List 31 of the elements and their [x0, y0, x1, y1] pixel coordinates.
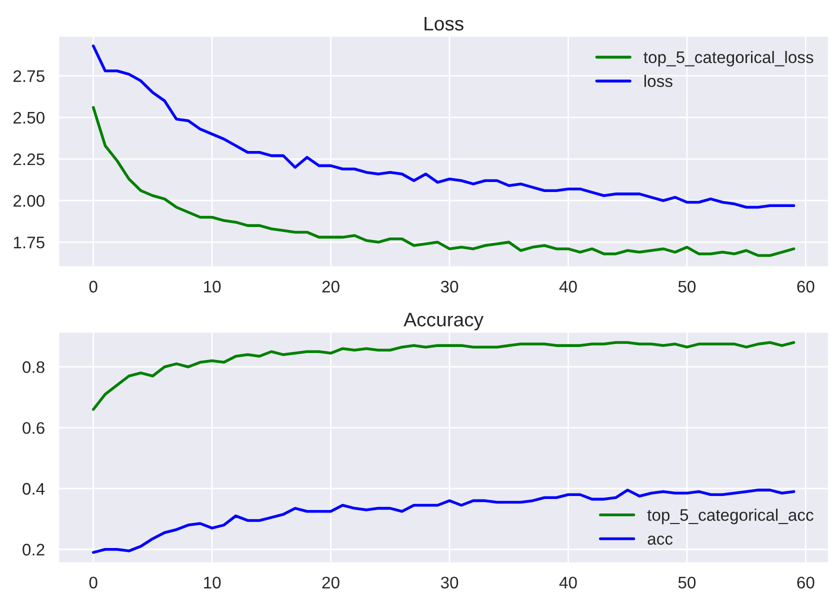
- y-tick-label: 0.8: [22, 361, 44, 374]
- legend-label: top_5_categorical_acc: [647, 508, 814, 524]
- x-tick-label: 10: [204, 280, 221, 293]
- legend-label: acc: [648, 536, 673, 545]
- y-tick-label: 1.75: [14, 236, 44, 248]
- chart-title: Accuracy: [404, 312, 484, 330]
- legend-label: loss: [644, 74, 672, 88]
- x-tick-label: 10: [204, 576, 221, 588]
- x-tick-label: 60: [797, 576, 814, 588]
- y-tick-label: 2.50: [14, 112, 44, 124]
- x-tick-label: 0: [89, 280, 98, 293]
- line-series: [92, 106, 796, 257]
- legend-label: top_5_categorical_loss: [644, 50, 814, 66]
- y-tick-label: 0.6: [22, 422, 44, 434]
- chart-title: Loss: [424, 17, 464, 31]
- y-tick-label: 2.00: [14, 195, 44, 207]
- line-series: [92, 341, 796, 411]
- x-tick-label: 20: [322, 280, 340, 293]
- x-tick-label: 30: [440, 576, 458, 588]
- y-tick-label: 0.4: [22, 482, 45, 495]
- y-tick-label: 0.2: [22, 544, 44, 556]
- x-tick-label: 60: [797, 280, 814, 293]
- x-tick-label: 20: [322, 576, 340, 588]
- x-tick-label: 30: [440, 280, 458, 293]
- x-tick-label: 50: [678, 280, 696, 293]
- x-tick-label: 50: [678, 576, 696, 588]
- x-tick-label: 0: [89, 576, 98, 588]
- y-tick-label: 2.75: [14, 70, 44, 82]
- x-tick-label: 40: [559, 576, 577, 588]
- y-tick-label: 2.25: [14, 153, 44, 166]
- x-tick-label: 40: [559, 280, 577, 293]
